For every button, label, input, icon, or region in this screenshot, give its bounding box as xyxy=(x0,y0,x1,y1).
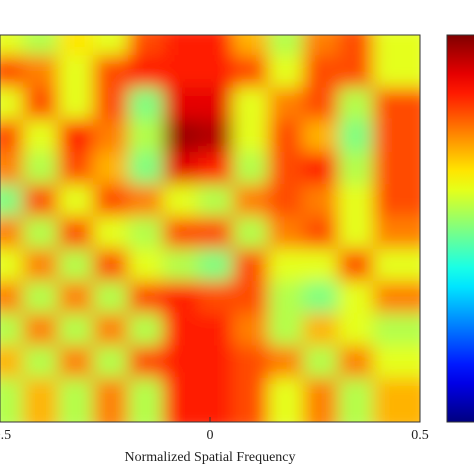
x-tick-label: 0 xyxy=(207,428,214,443)
heat-cell xyxy=(373,377,420,422)
x-axis-label: Normalized Spatial Frequency xyxy=(124,450,295,465)
colorbar xyxy=(446,34,474,423)
x-tick-label: -0.5 xyxy=(0,428,11,443)
x-tick-label: 0.5 xyxy=(411,428,429,443)
heatmap xyxy=(0,35,420,422)
